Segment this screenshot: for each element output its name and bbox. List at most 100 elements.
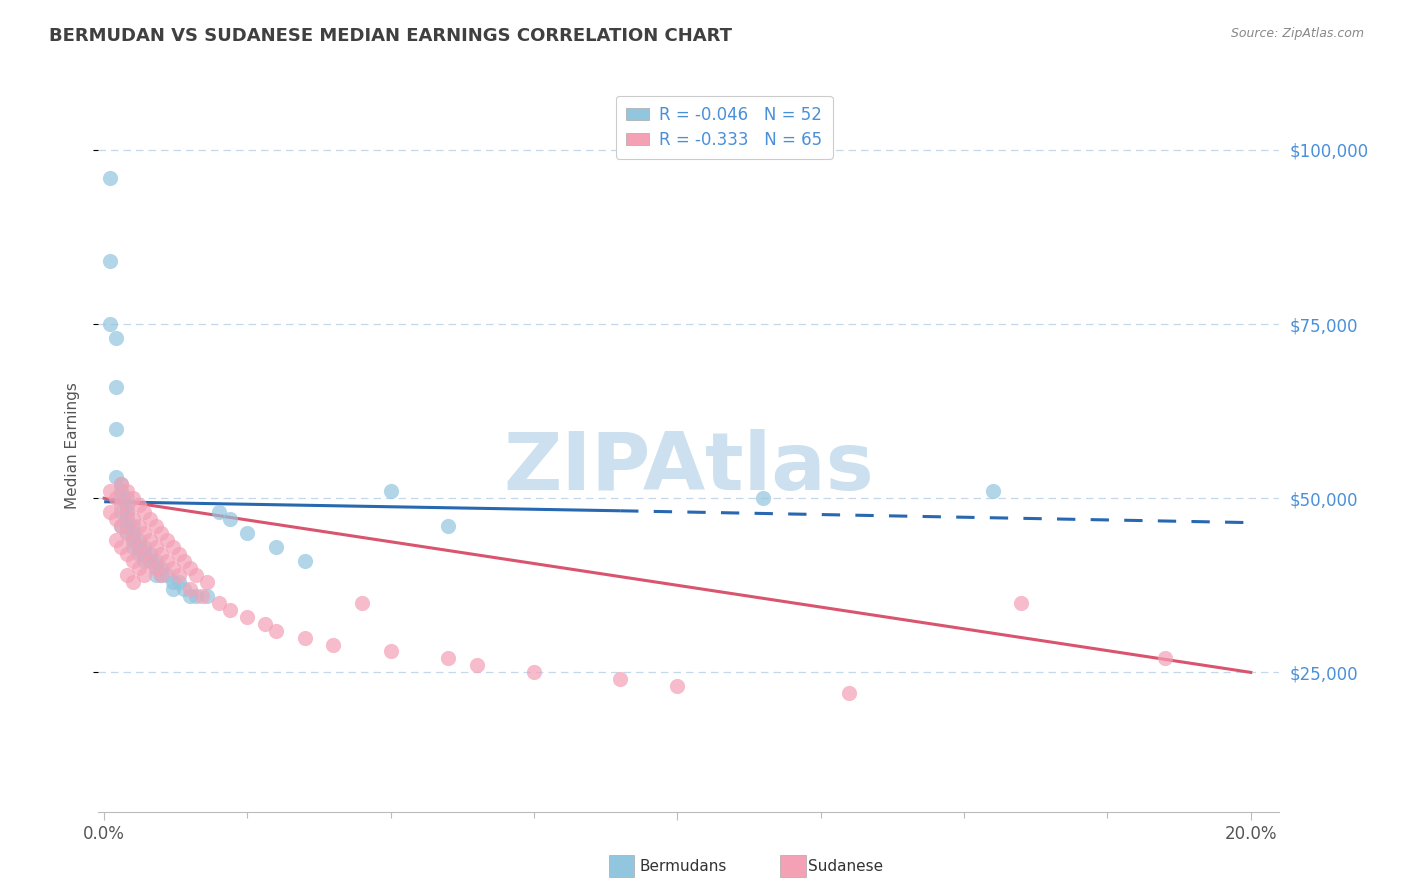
Point [121,519,143,533]
Point [264,540,287,554]
Point [104,533,127,547]
Point [465,658,488,673]
Point [145,554,167,568]
Point [104,421,127,435]
Point [110,505,132,519]
Point [380,644,402,658]
Point [981,484,1004,499]
Point [322,638,344,652]
Point [110,491,132,506]
Point [115,484,138,499]
Point [173,554,195,568]
Point [190,589,212,603]
Y-axis label: Median Earnings: Median Earnings [65,383,80,509]
Point [752,491,775,506]
Point [134,567,156,582]
Point [134,554,156,568]
Point [134,547,156,561]
Point [115,567,138,582]
Point [156,533,179,547]
Point [208,505,231,519]
Point [145,561,167,575]
Point [179,589,201,603]
Point [115,491,138,506]
Point [253,616,276,631]
Point [294,554,316,568]
Point [121,512,143,526]
Point [115,526,138,541]
Point [139,554,162,568]
Point [236,609,259,624]
Point [1153,651,1175,665]
Point [110,519,132,533]
Point [128,540,150,554]
Point [115,505,138,519]
Legend: R = -0.046   N = 52, R = -0.333   N = 65: R = -0.046 N = 52, R = -0.333 N = 65 [616,96,832,159]
Point [208,596,231,610]
Point [139,512,162,526]
Point [162,561,184,575]
Text: Bermudans: Bermudans [640,859,727,873]
Point [104,491,127,506]
Point [115,526,138,541]
Point [437,651,460,665]
Point [110,540,132,554]
Point [167,547,190,561]
Point [115,498,138,512]
Point [98,505,121,519]
Point [145,519,167,533]
Point [98,254,121,268]
Point [128,498,150,512]
Point [156,554,179,568]
Point [162,574,184,589]
Point [98,317,121,331]
Point [173,582,195,596]
Point [104,512,127,526]
Point [150,561,173,575]
Point [139,547,162,561]
Point [134,540,156,554]
Point [139,554,162,568]
Point [115,505,138,519]
Point [609,673,631,687]
Point [121,533,143,547]
Point [145,567,167,582]
Point [167,574,190,589]
Point [98,484,121,499]
Point [184,589,207,603]
Point [150,567,173,582]
Point [128,533,150,547]
Point [294,631,316,645]
Point [162,582,184,596]
Point [1011,596,1033,610]
Point [523,665,546,680]
Point [128,561,150,575]
Point [380,484,402,499]
Point [264,624,287,638]
Point [666,679,689,693]
Point [437,519,460,533]
Point [110,477,132,491]
Point [110,477,132,491]
Point [150,547,173,561]
Point [98,170,121,185]
Point [167,567,190,582]
Point [121,540,143,554]
Point [184,567,207,582]
Point [110,498,132,512]
Point [110,484,132,499]
Point [219,603,242,617]
Point [236,526,259,541]
Point [195,574,218,589]
Point [128,547,150,561]
Point [162,540,184,554]
Point [219,512,242,526]
Point [150,526,173,541]
Text: ZIPAtlas: ZIPAtlas [503,429,875,507]
Point [156,567,179,582]
Point [179,582,201,596]
Point [134,547,156,561]
Point [145,540,167,554]
Point [115,547,138,561]
Text: BERMUDAN VS SUDANESE MEDIAN EARNINGS CORRELATION CHART: BERMUDAN VS SUDANESE MEDIAN EARNINGS COR… [49,27,733,45]
